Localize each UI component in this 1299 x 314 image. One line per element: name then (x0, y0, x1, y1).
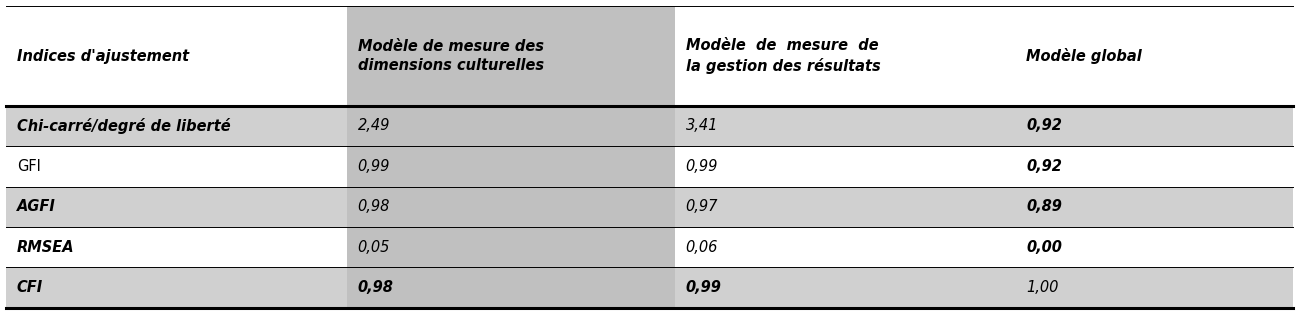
Bar (347, 6, 675, 308)
Bar (1016, 146, 1293, 187)
Text: 0,99: 0,99 (686, 280, 721, 295)
Text: 0,89: 0,89 (1026, 199, 1063, 214)
Bar (675, 187, 1016, 227)
Text: 0,06: 0,06 (686, 240, 718, 255)
Text: Modèle  de  mesure  de
la gestion des résultats: Modèle de mesure de la gestion des résul… (686, 38, 881, 74)
Bar (6, 267, 347, 308)
Bar (1016, 267, 1293, 308)
Text: 1,00: 1,00 (1026, 280, 1059, 295)
Text: 0,99: 0,99 (357, 159, 390, 174)
Bar (6, 106, 347, 146)
Text: Modèle global: Modèle global (1026, 48, 1142, 64)
Bar (1016, 187, 1293, 227)
Text: Modèle de mesure des
dimensions culturelles: Modèle de mesure des dimensions culturel… (357, 39, 544, 73)
Bar (675, 267, 1016, 308)
Text: 0,92: 0,92 (1026, 118, 1063, 133)
Text: GFI: GFI (17, 159, 40, 174)
Bar (675, 106, 1016, 146)
Bar (6, 227, 347, 267)
Text: RMSEA: RMSEA (17, 240, 74, 255)
Text: 0,92: 0,92 (1026, 159, 1063, 174)
Text: 0,05: 0,05 (357, 240, 390, 255)
Text: 0,00: 0,00 (1026, 240, 1063, 255)
Text: 0,98: 0,98 (357, 199, 390, 214)
Text: Indices d'ajustement: Indices d'ajustement (17, 49, 190, 63)
Text: 3,41: 3,41 (686, 118, 718, 133)
Text: CFI: CFI (17, 280, 43, 295)
Text: 0,98: 0,98 (357, 280, 394, 295)
Text: 2,49: 2,49 (357, 118, 390, 133)
Bar (1016, 106, 1293, 146)
Bar (6, 146, 347, 187)
Bar (675, 146, 1016, 187)
Text: 0,97: 0,97 (686, 199, 718, 214)
Text: 0,99: 0,99 (686, 159, 718, 174)
Text: Chi-carré/degré de liberté: Chi-carré/degré de liberté (17, 118, 230, 134)
Bar (1016, 227, 1293, 267)
Text: AGFI: AGFI (17, 199, 56, 214)
Bar (6, 187, 347, 227)
Bar (675, 227, 1016, 267)
